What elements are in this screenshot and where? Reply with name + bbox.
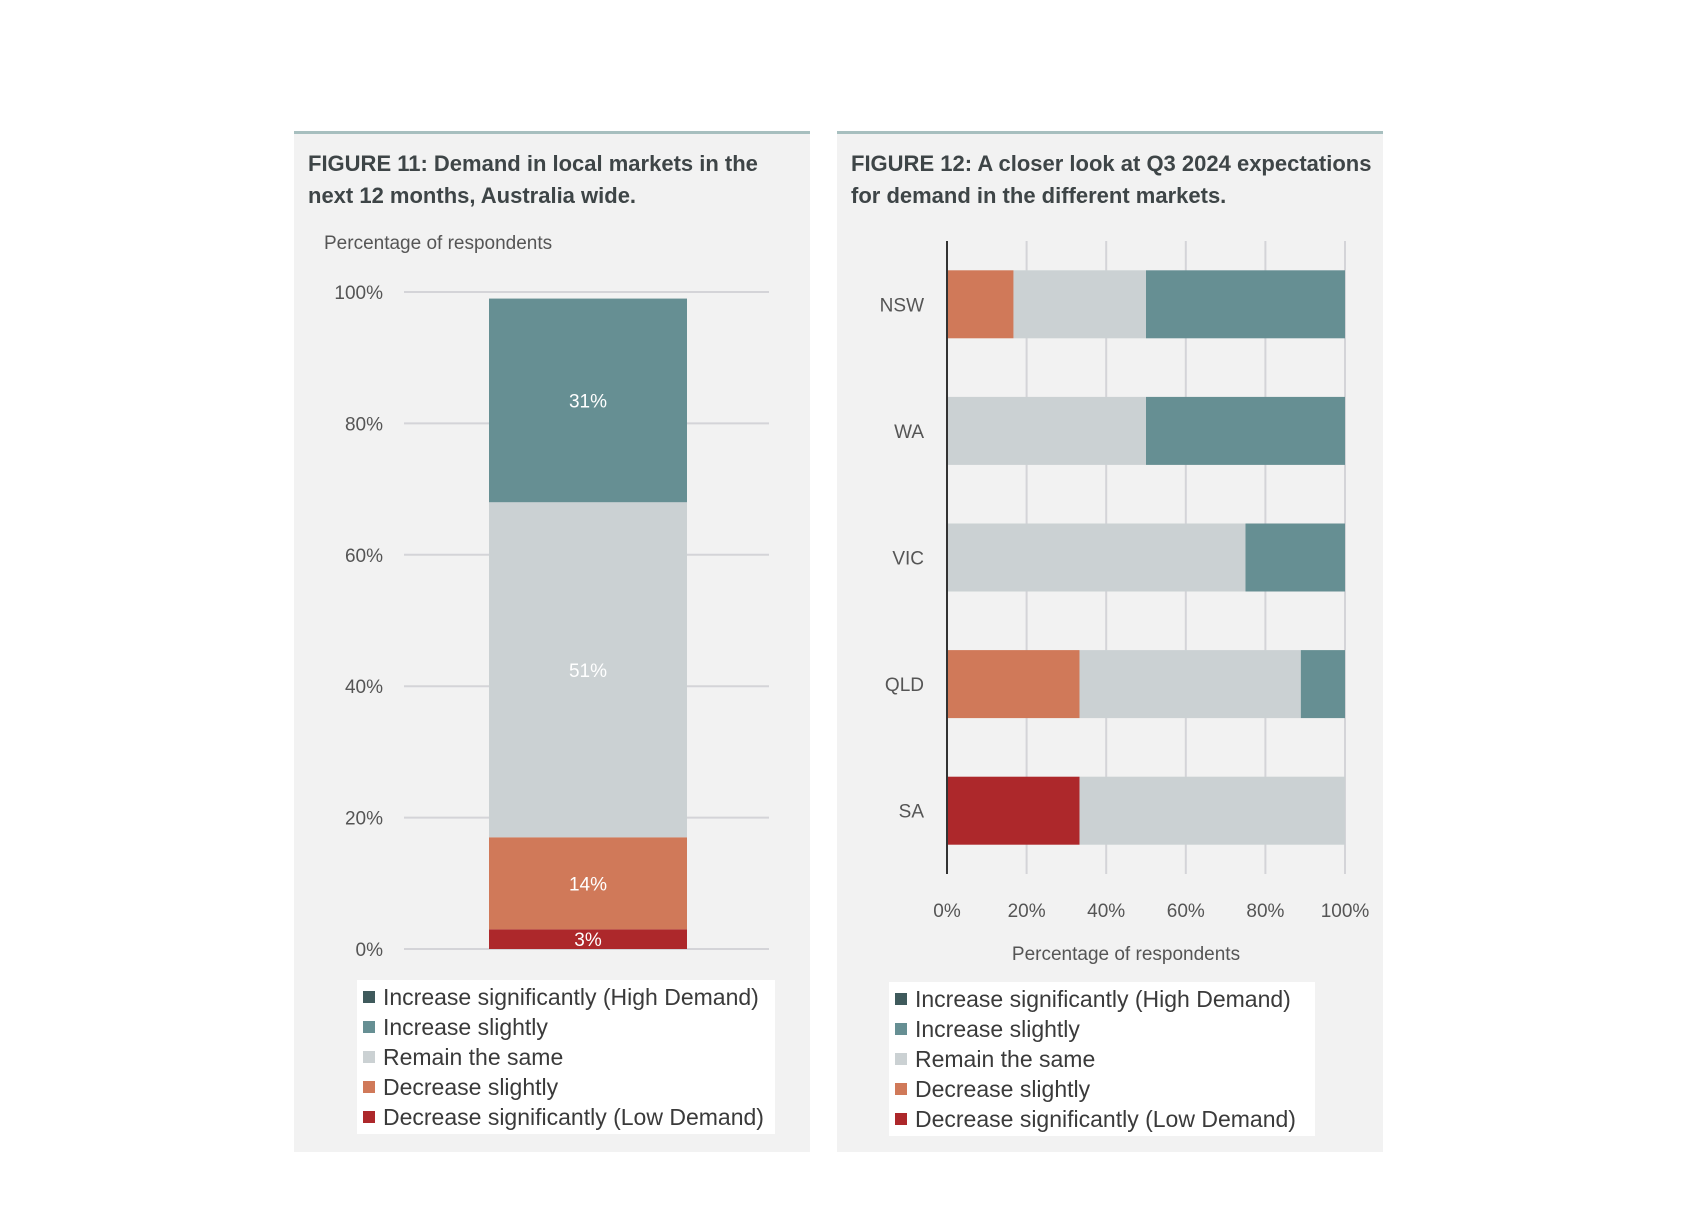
figure-12-bar-segment-increase-slightly — [1300, 650, 1345, 719]
figure-12-x-tick-label: 80% — [1246, 901, 1284, 922]
figure-11-y-tick-label: 0% — [356, 940, 384, 961]
legend-item-decrease-significantly: Decrease significantly (Low Demand) — [363, 1102, 769, 1132]
figure-11-data-label: 51% — [569, 661, 607, 682]
figure-12-bar-segment-remain-same — [1079, 776, 1345, 845]
legend-item-increase-significantly: Increase significantly (High Demand) — [363, 982, 769, 1012]
figure-12-bar-segment-remain-same — [947, 396, 1146, 465]
figure-12-category-label: WA — [894, 422, 924, 443]
figure-11-y-tick-label: 80% — [345, 414, 383, 435]
legend-swatch — [363, 1111, 375, 1123]
legend-item-decrease-slightly: Decrease slightly — [895, 1074, 1309, 1104]
legend-swatch — [363, 1051, 375, 1063]
figure-12-bar-segment-increase-slightly — [1245, 523, 1345, 592]
legend-swatch — [895, 1083, 907, 1095]
legend-label: Increase significantly (High Demand) — [915, 986, 1291, 1012]
figure-12-bar-segment-remain-same — [947, 523, 1246, 592]
figure-12-x-tick-label: 40% — [1087, 901, 1125, 922]
legend-swatch — [895, 1113, 907, 1125]
figure-12-category-label: SA — [899, 802, 925, 823]
figure-12-x-axis-title: Percentage of respondents — [1012, 944, 1240, 965]
legend-label: Decrease significantly (Low Demand) — [915, 1106, 1296, 1132]
figure-11-y-tick-label: 40% — [345, 677, 383, 698]
figure-11-data-label: 31% — [569, 391, 607, 412]
legend-item-increase-slightly: Increase slightly — [895, 1014, 1309, 1044]
legend-swatch — [895, 1023, 907, 1035]
figure-11-panel: FIGURE 11: Demand in local markets in th… — [294, 131, 810, 1152]
figure-12-x-tick-label: 60% — [1167, 901, 1205, 922]
legend-item-decrease-slightly: Decrease slightly — [363, 1072, 769, 1102]
figure-11-y-axis-title: Percentage of respondents — [324, 233, 552, 254]
figure-11-chart: Percentage of respondents 0% 20% 40% 60% 80% 1… — [324, 233, 769, 961]
figure-12-bar-segment-decrease-slightly — [947, 650, 1080, 719]
legend-label: Remain the same — [383, 1044, 564, 1070]
legend-label: Decrease slightly — [915, 1076, 1091, 1102]
figure-11-bar-segment-decrease-significantly — [489, 929, 687, 949]
figure-11-title: FIGURE 11: Demand in local markets in th… — [308, 151, 758, 208]
figure-12-bar-segment-decrease-slightly — [947, 270, 1014, 339]
figure-11-data-label: 14% — [569, 874, 607, 895]
figure-12-category-label: NSW — [880, 295, 924, 316]
legend-item-remain-same: Remain the same — [363, 1042, 769, 1072]
figure-12-bar-segment-remain-same — [1079, 650, 1301, 719]
figure-11-y-tick-label: 60% — [345, 546, 383, 567]
legend-label: Decrease slightly — [383, 1074, 559, 1100]
figure-12-x-tick-label: 100% — [1321, 901, 1370, 922]
figure-11-y-tick-label: 20% — [345, 809, 383, 830]
figure-11-bar-segment-decrease-slightly — [489, 837, 687, 930]
figure-12-category-label: VIC — [892, 549, 924, 570]
figure-11-bar-segment-increase-slightly — [489, 298, 687, 503]
figure-11-y-tick-label: 100% — [334, 283, 383, 304]
figure-11-legend: Increase significantly (High Demand) Incr… — [357, 980, 775, 1134]
legend-item-decrease-significantly: Decrease significantly (Low Demand) — [895, 1104, 1309, 1134]
figure-12-bar-segment-increase-slightly — [1146, 270, 1345, 339]
figure-11-data-label: 3% — [574, 930, 602, 951]
legend-label: Increase slightly — [383, 1014, 548, 1040]
legend-swatch — [363, 991, 375, 1003]
legend-label: Increase slightly — [915, 1016, 1080, 1042]
figure-12-x-tick-label: 20% — [1008, 901, 1046, 922]
legend-swatch — [895, 993, 907, 1005]
figure-12-category-label: QLD — [885, 675, 924, 696]
legend-item-increase-significantly: Increase significantly (High Demand) — [895, 984, 1309, 1014]
figure-12-bar-segment-remain-same — [1013, 270, 1146, 339]
legend-swatch — [363, 1081, 375, 1093]
legend-label: Increase significantly (High Demand) — [383, 984, 759, 1010]
figure-12-bar-segment-increase-slightly — [1146, 396, 1345, 465]
figure-12-x-tick-label: 0% — [933, 901, 961, 922]
figure-11-bar-segment-remain-same — [489, 502, 687, 838]
figure-12-chart: 0% 20% 40% 60% 80% 100% NSW WA VIC QLD SA Percentag… — [880, 241, 1370, 965]
legend-swatch — [363, 1021, 375, 1033]
legend-swatch — [895, 1053, 907, 1065]
figure-12-panel: FIGURE 12: A closer look at Q3 2024 expe… — [837, 131, 1383, 1152]
figure-12-legend: Increase significantly (High Demand) Incr… — [889, 982, 1315, 1136]
figure-12-title: FIGURE 12: A closer look at Q3 2024 expe… — [851, 151, 1372, 208]
legend-item-increase-slightly: Increase slightly — [363, 1012, 769, 1042]
legend-item-remain-same: Remain the same — [895, 1044, 1309, 1074]
figure-12-bar-segment-decrease-significantly — [947, 776, 1080, 845]
legend-label: Remain the same — [915, 1046, 1096, 1072]
legend-label: Decrease significantly (Low Demand) — [383, 1104, 764, 1130]
